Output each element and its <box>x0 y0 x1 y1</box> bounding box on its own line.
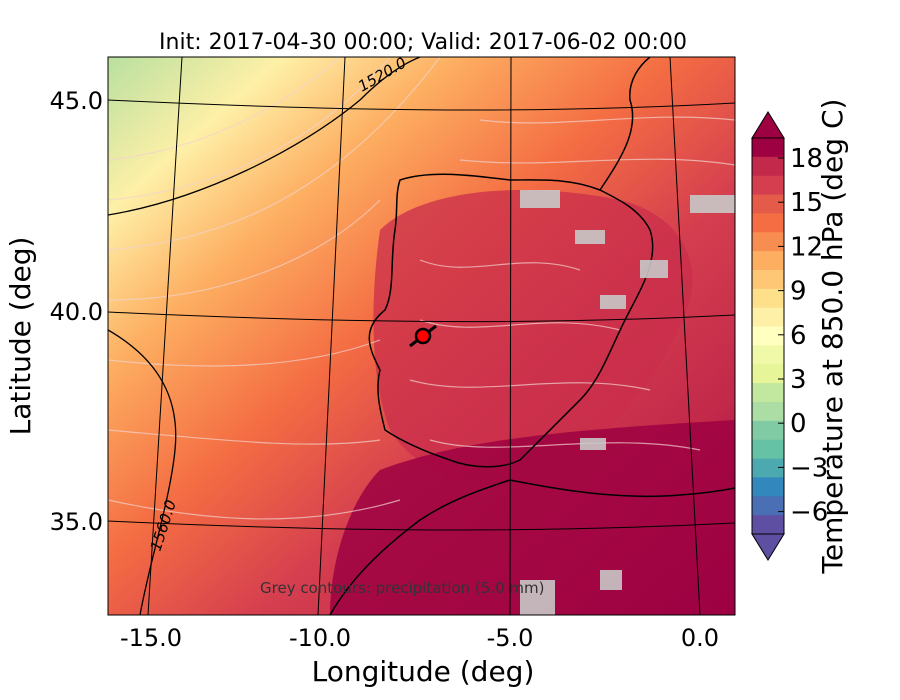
colorbar-tick-label: 15 <box>790 188 823 218</box>
colorbar-band <box>752 515 784 535</box>
colorbar-band <box>752 420 784 441</box>
colorbar-band <box>752 326 784 346</box>
colorbar-tick-label: 18 <box>790 144 823 174</box>
precipitation-areas <box>520 190 735 615</box>
colorbar-band <box>752 175 784 196</box>
x-tick-label: 0.0 <box>681 624 719 652</box>
y-tick-label: 35.0 <box>50 508 103 536</box>
south-hot-region <box>330 420 735 615</box>
map-frame <box>107 56 736 616</box>
africa-coastline <box>329 479 735 615</box>
colorbar: 18 15 12 9 6 3 0 −3 −6 Temperature at 850.0 hPa … <box>751 99 849 575</box>
colorbar-bands <box>752 138 784 535</box>
y-tick-label: 45.0 <box>50 87 103 115</box>
y-tick-label: 40.0 <box>50 298 103 326</box>
x-tick-label: -10.0 <box>289 624 351 652</box>
colorbar-label: Temperature at 850.0 hPa (deg C) <box>816 99 849 575</box>
colorbar-band <box>752 402 784 422</box>
colorbar-band <box>752 156 784 177</box>
colorbar-tick-label: 0 <box>790 409 807 439</box>
colorbar-band <box>752 496 784 516</box>
graticule <box>108 57 735 615</box>
x-tick-labels: -15.0 -10.0 -5.0 0.0 <box>120 624 719 652</box>
colorbar-tick-label: 9 <box>790 277 807 307</box>
iberian-coastline <box>368 173 654 468</box>
colorbar-band <box>752 213 784 233</box>
colorbar-band <box>752 477 784 497</box>
map-panel: 1520.0 1560.0 Grey contours: precipitati… <box>108 57 735 615</box>
colorbar-tick-label: −3 <box>790 453 828 483</box>
y-axis-label: Latitude (deg) <box>4 237 37 436</box>
x-axis-label: Longitude (deg) <box>312 655 535 688</box>
colorbar-ticks: 18 15 12 9 6 3 0 −3 −6 <box>778 144 828 528</box>
colorbar-lower-extension <box>751 533 785 561</box>
map-title: Init: 2017-04-30 00:00; Valid: 2017-06-0… <box>159 30 687 55</box>
y-tick-labels: 45.0 40.0 35.0 <box>50 87 103 536</box>
location-marker <box>409 324 437 348</box>
coastlines <box>329 57 735 615</box>
colorbar-upper-extension <box>751 111 785 139</box>
colorbar-band <box>752 345 784 365</box>
colorbar-band <box>752 138 784 158</box>
colorbar-band <box>752 307 784 328</box>
colorbar-band <box>752 232 784 252</box>
colorbar-band <box>752 364 784 384</box>
x-tick-label: -15.0 <box>120 624 182 652</box>
colorbar-frame <box>751 137 785 535</box>
colorbar-band <box>752 251 784 271</box>
colorbar-band <box>752 288 784 309</box>
x-tick-label: -5.0 <box>487 624 534 652</box>
colorbar-band <box>752 383 784 403</box>
iberia-warm-region <box>373 190 693 485</box>
precipitation-note: Grey contours: precipitation (5.0 mm) <box>260 579 544 597</box>
colorbar-tick-label: 3 <box>790 365 807 395</box>
colorbar-tick-label: −6 <box>790 498 828 528</box>
colorbar-band <box>752 458 784 478</box>
colorbar-band <box>752 439 784 460</box>
colorbar-tick-label: 12 <box>790 232 823 262</box>
colorbar-band <box>752 270 784 290</box>
colorbar-tick-label: 6 <box>790 321 807 351</box>
colorbar-band <box>752 194 784 214</box>
france-coastline <box>599 57 651 191</box>
